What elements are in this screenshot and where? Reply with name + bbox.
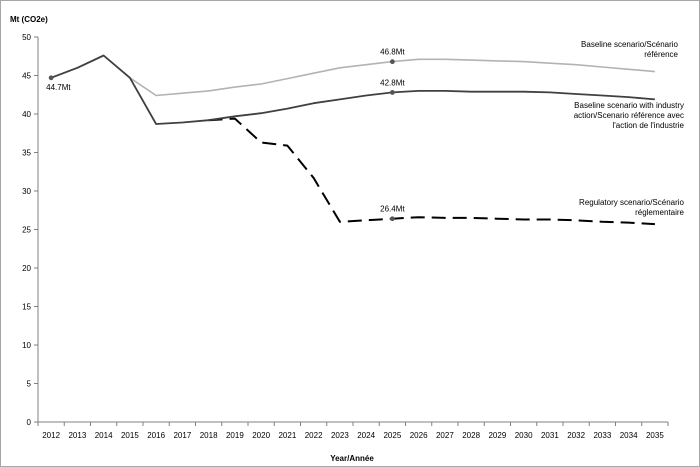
annotation-marker xyxy=(389,90,395,95)
y-axis-title: Mt (CO2e) xyxy=(10,15,48,24)
x-tick-label: 2025 xyxy=(383,431,401,440)
x-tick-label: 2016 xyxy=(147,431,165,440)
x-tick-label: 2023 xyxy=(331,431,349,440)
x-tick-label: 2028 xyxy=(462,431,480,440)
x-tick-label: 2034 xyxy=(620,431,638,440)
x-tick-label: 2031 xyxy=(541,431,559,440)
y-tick-label: 15 xyxy=(22,303,31,312)
x-tick-label: 2033 xyxy=(593,431,611,440)
y-tick-label: 10 xyxy=(22,341,31,350)
annotation-label: 44.7Mt xyxy=(46,83,71,92)
annotation-marker xyxy=(48,75,54,81)
y-tick-label: 25 xyxy=(22,226,31,235)
x-tick-label: 2020 xyxy=(252,431,270,440)
series-label-0: Baseline scenario/Scénario référence xyxy=(581,40,679,59)
y-tick-label: 50 xyxy=(22,33,31,42)
x-tick-label: 2026 xyxy=(410,431,428,440)
y-tick-label: 5 xyxy=(27,380,32,389)
annotation-marker xyxy=(389,59,395,65)
series-line-0 xyxy=(50,54,655,97)
series-label-2: Regulatory scenario/Scénario réglementair… xyxy=(579,198,684,217)
x-tick-label: 2018 xyxy=(200,431,218,440)
annotation-label: 26.4Mt xyxy=(380,205,405,214)
x-tick-label: 2013 xyxy=(68,431,86,440)
y-tick-label: 0 xyxy=(27,418,32,427)
series-label-1: Baseline scenario with industry action/Sc… xyxy=(574,101,685,130)
x-axis-title: Year/Année xyxy=(330,454,374,463)
series-layer xyxy=(50,54,655,226)
x-tick-label: 2021 xyxy=(278,431,296,440)
y-tick-label: 35 xyxy=(22,149,31,158)
x-tick-label: 2024 xyxy=(357,431,375,440)
x-tick-label: 2035 xyxy=(646,431,664,440)
y-tick-label: 20 xyxy=(22,264,31,273)
x-tick-label: 2014 xyxy=(95,431,113,440)
annotation-label: 42.8Mt xyxy=(380,78,405,87)
x-tick-label: 2029 xyxy=(488,431,506,440)
x-tick-label: 2027 xyxy=(436,431,454,440)
series-line-2 xyxy=(208,117,655,226)
x-tick-label: 2012 xyxy=(42,431,60,440)
markers-layer: 44.7Mt 46.8Mt 42.8Mt 26.4Mt xyxy=(46,48,405,222)
x-tick-label: 2030 xyxy=(515,431,533,440)
y-tick-label: 45 xyxy=(22,72,31,81)
series-line-1 xyxy=(50,54,655,125)
x-tick-label: 2017 xyxy=(173,431,191,440)
x-tick-label: 2019 xyxy=(226,431,244,440)
labels-layer: Baseline scenario/Scénario référence Basel… xyxy=(574,40,685,217)
annotation-marker xyxy=(389,216,395,222)
x-tick-label: 2032 xyxy=(567,431,585,440)
x-tick-label: 2022 xyxy=(305,431,323,440)
annotation-label: 46.8Mt xyxy=(380,48,405,57)
y-tick-label: 30 xyxy=(22,187,31,196)
y-tick-label: 40 xyxy=(22,110,31,119)
x-tick-label: 2015 xyxy=(121,431,139,440)
